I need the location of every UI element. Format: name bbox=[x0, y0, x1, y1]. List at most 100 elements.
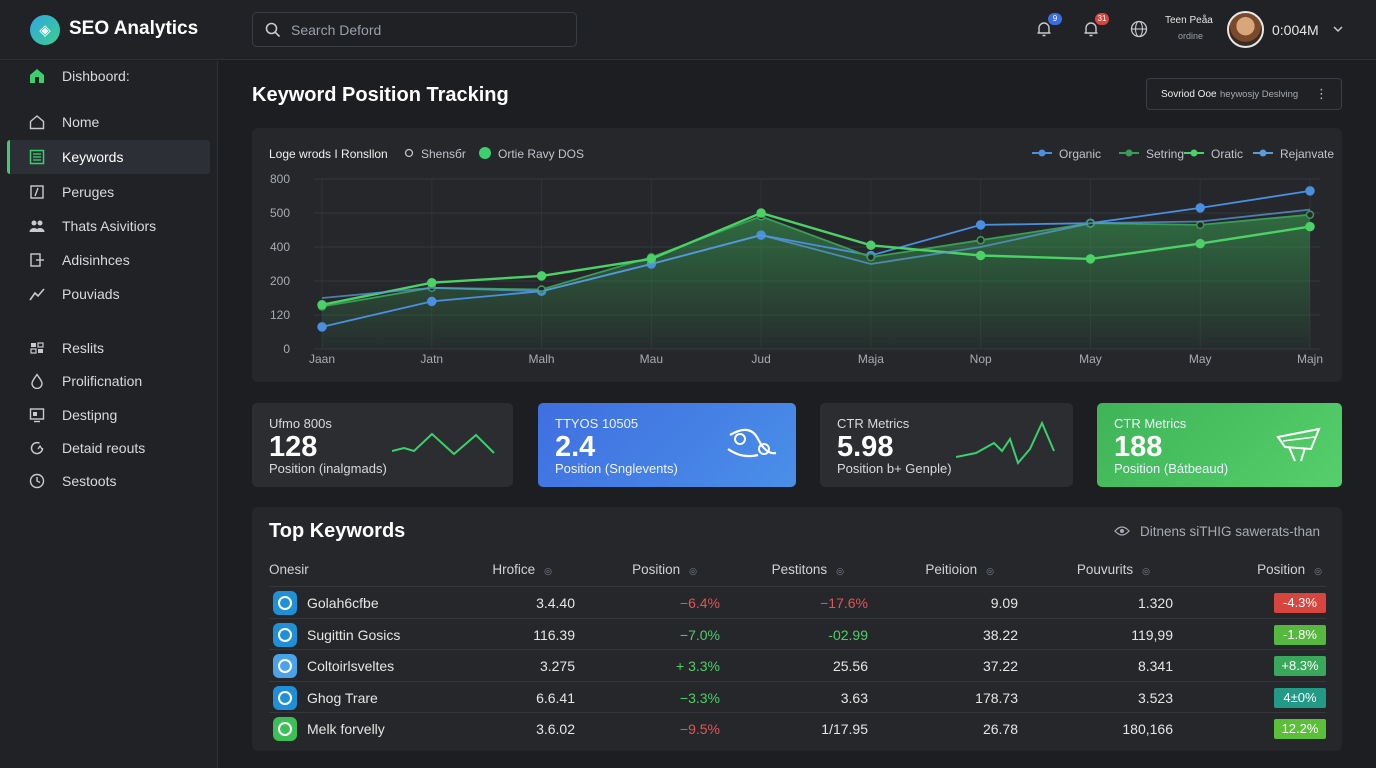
search-box[interactable] bbox=[252, 12, 577, 47]
sidebar-item-7[interactable]: Reslits bbox=[7, 331, 210, 365]
sort-icon[interactable]: ◎ bbox=[689, 566, 697, 576]
table-cell: 119,99 bbox=[1131, 626, 1173, 643]
x-tick-label: Jud bbox=[751, 352, 770, 366]
clock-icon bbox=[28, 472, 46, 490]
y-tick-label: 800 bbox=[270, 172, 290, 186]
stat-value: 5.98 bbox=[837, 431, 894, 463]
stat-card-3[interactable]: CTR Metrics 188 Position (Bátbeaud) bbox=[1097, 403, 1342, 487]
x-tick-label: Jatn bbox=[420, 352, 443, 366]
sidebar-item-2[interactable]: Keywords bbox=[7, 140, 210, 174]
column-header-6[interactable]: Position ◎ bbox=[1257, 562, 1322, 577]
top-keywords-card: Top Keywords Ditnens siTHIG sawerats-tha… bbox=[252, 507, 1342, 751]
stat-label: CTR Metrics bbox=[837, 416, 910, 431]
top-keywords-title: Top Keywords bbox=[269, 520, 406, 542]
sidebar-item-10[interactable]: Detaid reouts bbox=[7, 431, 210, 465]
sidebar-item-9[interactable]: Destipng bbox=[7, 398, 210, 432]
sidebar-item-3[interactable]: Peruges bbox=[7, 175, 210, 209]
sidebar-item-0[interactable]: Dishboord: bbox=[7, 59, 210, 93]
sidebar-item-label: Peruges bbox=[62, 184, 115, 200]
more-options-icon[interactable]: ⋮ bbox=[1315, 86, 1328, 101]
table-row[interactable]: Coltoirlsveltes 3.275 + 3.3% 25.56 37.22 8.34… bbox=[269, 649, 1326, 681]
table-row[interactable]: Sugittin Gosics 116.39 −7.0% -02.99 38.22 119… bbox=[269, 617, 1326, 650]
table-cell: 116.39 bbox=[533, 626, 575, 643]
stat-sub-label: Position (Bátbeaud) bbox=[1114, 461, 1229, 476]
sparkline bbox=[392, 432, 495, 456]
globe-icon[interactable] bbox=[1130, 20, 1148, 43]
stat-label: CTR Metrics bbox=[1114, 416, 1187, 431]
sort-icon[interactable]: ◎ bbox=[986, 566, 994, 576]
column-header-5[interactable]: Pouvurits ◎ bbox=[1077, 562, 1150, 577]
change-badge: -4.3% bbox=[1274, 593, 1326, 613]
legend-dot bbox=[1190, 149, 1198, 157]
sidebar-item-5[interactable]: Adisinhces bbox=[7, 243, 210, 277]
table-cell: 1/17.95 bbox=[821, 721, 868, 737]
sidebar-item-6[interactable]: Pouviads bbox=[7, 277, 210, 311]
data-point bbox=[317, 322, 327, 332]
x-tick-label: Jaan bbox=[309, 352, 335, 366]
table-cell: 25.56 bbox=[832, 658, 868, 674]
table-cell: −3.3% bbox=[679, 689, 720, 706]
column-header-label: Peitioion bbox=[925, 562, 978, 577]
table-row[interactable]: Golah6cfbe 3.4.40 −6.4% −17.6% 9.09 1.320 -4.3… bbox=[269, 586, 1326, 618]
notification-badge: 9 bbox=[1048, 13, 1062, 25]
alerts-badge: 31 bbox=[1095, 13, 1109, 25]
table-row[interactable]: Ghog Trare 6.6.41 −3.3% 3.63 178.73 3.523 4±0% bbox=[269, 680, 1326, 713]
search-input[interactable] bbox=[291, 13, 571, 46]
keyword-site-icon bbox=[273, 591, 297, 615]
alerts-bell-icon[interactable]: 31 bbox=[1082, 13, 1109, 43]
stat-value: 188 bbox=[1114, 431, 1163, 463]
sort-icon[interactable]: ◎ bbox=[836, 566, 844, 576]
data-point bbox=[536, 271, 547, 281]
data-point bbox=[427, 296, 437, 307]
sidebar-item-label: Destipng bbox=[62, 407, 118, 423]
trend-icon bbox=[28, 285, 46, 303]
stat-sub-label: Position (inalgmads) bbox=[269, 461, 387, 476]
keyword-name: Ghog Trare bbox=[307, 689, 378, 706]
period-selector-button[interactable]: Sovriod Ooe heywosjy Deslving ⋮ bbox=[1146, 78, 1342, 110]
sidebar-item-label: Nome bbox=[62, 114, 100, 130]
sidebar-item-11[interactable]: Sestoots bbox=[7, 464, 210, 498]
sort-icon[interactable]: ◎ bbox=[1142, 566, 1150, 576]
period-sub-label: heywosjy Deslving bbox=[1220, 89, 1299, 100]
column-header-1[interactable]: Hrofice ◎ bbox=[492, 562, 552, 577]
list-icon bbox=[28, 148, 46, 166]
search-icon bbox=[265, 22, 281, 38]
keyword-name: Sugittin Gosics bbox=[307, 626, 401, 643]
sort-icon[interactable]: ◎ bbox=[1314, 566, 1322, 576]
sidebar-item-8[interactable]: Prolificnation bbox=[7, 364, 210, 398]
table-row[interactable]: Melk forvelly 3.6.02 −9.5% 1/17.95 26.78 180,… bbox=[269, 712, 1326, 744]
eye-icon[interactable] bbox=[1114, 525, 1130, 537]
sort-icon[interactable]: ◎ bbox=[544, 566, 552, 576]
table-cell: 180,166 bbox=[1122, 721, 1173, 737]
data-point bbox=[975, 220, 986, 230]
chevron-down-icon[interactable] bbox=[1333, 25, 1343, 33]
column-header-0[interactable]: Onesir bbox=[269, 562, 309, 577]
table-cell: 3.523 bbox=[1137, 689, 1173, 706]
sidebar-item-label: Dishboord: bbox=[62, 68, 130, 84]
app-logo-icon[interactable]: ◈ bbox=[30, 15, 60, 45]
stat-card-0[interactable]: Ufmo 800s 128 Position (inalgmads) bbox=[252, 403, 513, 487]
user-name: Teen Peåa bbox=[1165, 15, 1213, 26]
legend-item: Rejanvate bbox=[1280, 147, 1334, 161]
search-icon bbox=[404, 148, 414, 158]
stat-value: 128 bbox=[269, 431, 318, 463]
data-point bbox=[1195, 203, 1205, 213]
stat-card-1[interactable]: TTYOS 10505 2.4 Position (Snglevents) bbox=[538, 403, 796, 487]
legend-item: Oratic bbox=[1211, 147, 1243, 161]
table-cell: 8.341 bbox=[1137, 658, 1173, 674]
position-chart-card: Loge wrods I Ronsllon Shensбr Ortie Ravy D… bbox=[252, 128, 1342, 382]
table-cell: −9.5% bbox=[679, 721, 720, 737]
sidebar-item-label: Detaid reouts bbox=[62, 440, 146, 456]
column-header-3[interactable]: Pestitons ◎ bbox=[772, 562, 844, 577]
data-point bbox=[976, 235, 985, 245]
sidebar-item-4[interactable]: Thats Asivitiors bbox=[7, 209, 210, 243]
sidebar-item-1[interactable]: Nome bbox=[7, 105, 210, 139]
table-cell: 1.320 bbox=[1137, 595, 1173, 611]
column-header-2[interactable]: Position ◎ bbox=[632, 562, 697, 577]
column-header-4[interactable]: Peitioion ◎ bbox=[925, 562, 994, 577]
avatar[interactable] bbox=[1227, 11, 1264, 48]
legend-dot bbox=[1038, 149, 1046, 157]
chart-title: Loge wrods I Ronsllon bbox=[269, 147, 388, 161]
stat-card-2[interactable]: CTR Metrics 5.98 Position b+ Genple) bbox=[820, 403, 1073, 487]
notification-bell-icon[interactable]: 9 bbox=[1035, 13, 1062, 43]
